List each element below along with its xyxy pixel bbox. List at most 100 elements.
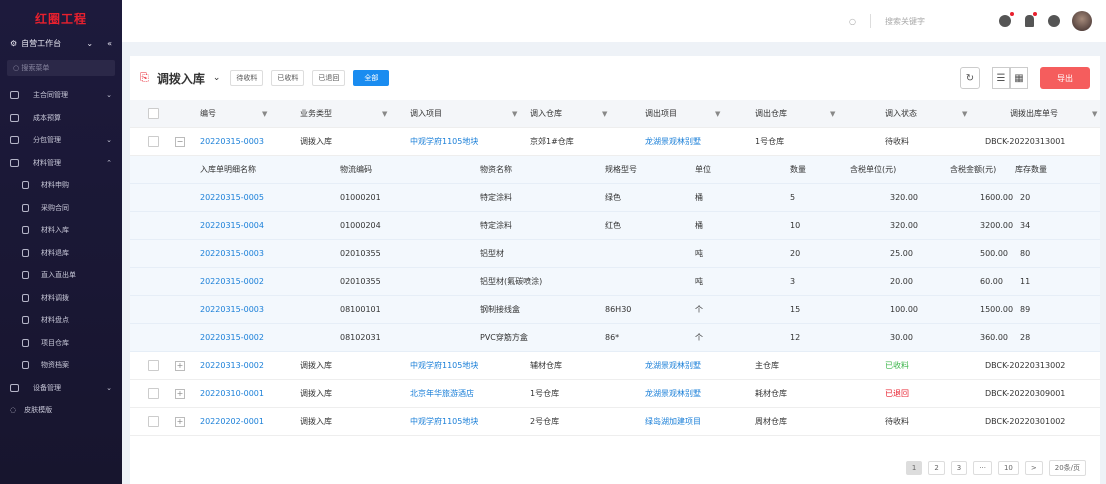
row-checkbox[interactable]: [148, 136, 159, 147]
detail-cell[interactable]: 20220315-0002: [200, 277, 264, 286]
message-icon[interactable]: [999, 12, 1014, 27]
detail-cell: 个: [695, 305, 703, 314]
cell-out-project[interactable]: 绿岛湖加建项目: [645, 417, 701, 426]
filter-tab[interactable]: 全部: [353, 70, 390, 86]
filter-tab[interactable]: 待收料: [230, 70, 264, 86]
sidebar-subitem[interactable]: 材料申购: [0, 174, 122, 197]
sidebar-subitem[interactable]: 材料退库: [0, 242, 122, 265]
detail-cell[interactable]: 20220315-0003: [200, 249, 264, 258]
detail-row: 20220315-0004 01000204 特定涂料 红色 桶 10 320.00 3200…: [130, 212, 1100, 240]
sidebar-subitem[interactable]: 材料入库: [0, 219, 122, 242]
list-view-button[interactable]: ☰: [992, 67, 1010, 89]
sidebar-subitem[interactable]: 材料调拨: [0, 287, 122, 310]
chevron-down-icon: ⌄: [86, 38, 94, 48]
detail-cell[interactable]: 20220315-0005: [200, 193, 264, 202]
detail-cell[interactable]: 20220315-0002: [200, 333, 264, 342]
row-checkbox[interactable]: [148, 360, 159, 371]
row-checkbox[interactable]: [148, 388, 159, 399]
avatar[interactable]: [1072, 11, 1092, 31]
export-button[interactable]: 导出: [1040, 67, 1090, 89]
workspace-label: 自营工作台: [21, 38, 62, 48]
cell-in-wh: 1号仓库: [530, 389, 560, 398]
table-row[interactable]: − 20220315-0003 调拨入库 中观学府1105地块 京郊1#仓库 龙湖景观林别…: [130, 128, 1100, 156]
page-size-select[interactable]: 20条/页: [1048, 460, 1086, 476]
cell-in-project[interactable]: 中观学府1105地块: [410, 361, 479, 370]
sidebar-subitem[interactable]: 物资档案: [0, 354, 122, 377]
sidebar-subitem[interactable]: 采购合同: [0, 197, 122, 220]
workspace-switcher[interactable]: ⚙ 自营工作台 ⌄ «: [0, 32, 122, 54]
expand-row-icon[interactable]: +: [175, 416, 185, 427]
bell-icon[interactable]: [1025, 12, 1037, 27]
page-button[interactable]: 1: [905, 461, 923, 475]
filter-icon[interactable]: ▼: [830, 109, 836, 118]
filter-icon[interactable]: ▼: [962, 109, 968, 118]
cell-out-project[interactable]: 龙湖景观林别墅: [645, 137, 701, 146]
table-row[interactable]: +20220202-0001 调拨入库 中观学府1105地块 2号仓库 绿岛湖加建项目 周…: [130, 408, 1100, 436]
table-header: 编号 ▼ 业务类型 ▼ 调入项目 ▼ 调入仓库 ▼ 调出项目 ▼ 调出仓库 ▼ 调入状态 ▼ 调拨出库单号 ▼: [130, 100, 1100, 128]
collapse-sidebar-icon[interactable]: «: [107, 38, 112, 48]
chevron-down-icon[interactable]: ⌄: [212, 73, 221, 83]
menu-label: 材料退库: [41, 248, 69, 257]
page-button[interactable]: 2: [928, 461, 945, 475]
sidebar-subitem[interactable]: 直入直出单: [0, 264, 122, 287]
detail-cell: 01000204: [340, 221, 381, 230]
filter-icon[interactable]: ▼: [512, 109, 518, 118]
global-search[interactable]: ○ 搜索关键字: [849, 14, 925, 28]
refresh-button[interactable]: ↻: [960, 67, 980, 89]
cell-in-wh: 2号仓库: [530, 417, 560, 426]
row-checkbox[interactable]: [148, 416, 159, 427]
expand-row-icon[interactable]: +: [175, 388, 185, 399]
detail-cell[interactable]: 20220315-0003: [200, 305, 264, 314]
cell-in-project[interactable]: 中观学府1105地块: [410, 417, 479, 426]
menu-label: 项目仓库: [41, 338, 69, 347]
detail-cell[interactable]: 20220315-0004: [200, 221, 264, 230]
menu-label: 物资档案: [41, 361, 69, 370]
table-row[interactable]: +20220310-0001 调拨入库 北京年华旅游酒店 1号仓库 龙湖景观林别墅 耗材仓…: [130, 380, 1100, 408]
grid-view-button[interactable]: ▦: [1010, 67, 1028, 89]
menu-search-input[interactable]: ○ 搜索菜单: [7, 60, 115, 76]
filter-icon[interactable]: ▼: [715, 109, 721, 118]
top-header: ○ 搜索关键字: [122, 0, 1106, 42]
chevron-icon: ⌄: [106, 91, 112, 100]
sidebar-item[interactable]: 材料管理 ⌃: [0, 152, 122, 175]
sidebar-item[interactable]: 设备管理 ⌄: [0, 377, 122, 400]
page-title[interactable]: 调拨入库: [156, 71, 205, 86]
sidebar-subitem[interactable]: 材料盘点: [0, 309, 122, 332]
skin-template-item[interactable]: ◌ 皮肤模版: [0, 399, 122, 422]
cell-id[interactable]: 20220202-0001: [200, 417, 264, 426]
sidebar-subitem[interactable]: 项目仓库: [0, 332, 122, 355]
detail-cell: 34: [1020, 221, 1031, 230]
page-button[interactable]: 3: [950, 461, 968, 475]
cell-out-project[interactable]: 龙湖景观林别墅: [645, 389, 701, 398]
page-button[interactable]: ···: [973, 461, 992, 475]
cell-id[interactable]: 20220315-0003: [200, 137, 264, 146]
expand-row-icon[interactable]: +: [175, 360, 185, 371]
table-row[interactable]: +20220313-0002 调拨入库 中观学府1105地块 辅材仓库 龙湖景观林别墅 主…: [130, 352, 1100, 380]
filter-tab[interactable]: 已收料: [271, 70, 305, 86]
cell-id[interactable]: 20220313-0002: [200, 361, 264, 370]
chevron-icon: ⌃: [106, 158, 112, 167]
document-icon: [22, 203, 29, 212]
detail-cell: 3: [790, 277, 796, 286]
column-header: 业务类型: [300, 109, 332, 118]
filter-icon[interactable]: ▼: [1092, 109, 1098, 118]
page-button[interactable]: 10: [997, 461, 1019, 475]
collapse-row-icon[interactable]: −: [175, 136, 185, 147]
palette-icon: ◌: [10, 406, 17, 415]
cell-in-project[interactable]: 北京年华旅游酒店: [410, 389, 474, 398]
detail-cell: 吨: [695, 249, 703, 258]
sidebar-item[interactable]: 主合同管理 ⌄: [0, 84, 122, 107]
select-all-checkbox[interactable]: [148, 108, 159, 119]
filter-icon[interactable]: ▼: [382, 109, 388, 118]
filter-tab[interactable]: 已退回: [312, 70, 346, 86]
cell-in-project[interactable]: 中观学府1105地块: [410, 137, 479, 146]
filter-icon[interactable]: ▼: [262, 109, 268, 118]
sidebar-item[interactable]: 成本预算: [0, 107, 122, 130]
sidebar-item[interactable]: 分包管理 ⌄: [0, 129, 122, 152]
menu-label: 材料入库: [41, 226, 69, 235]
cell-out-project[interactable]: 龙湖景观林别墅: [645, 361, 701, 370]
cell-id[interactable]: 20220310-0001: [200, 389, 264, 398]
filter-icon[interactable]: ▼: [602, 109, 608, 118]
gear-icon[interactable]: [1048, 15, 1060, 27]
next-page-button[interactable]: >: [1024, 461, 1043, 475]
